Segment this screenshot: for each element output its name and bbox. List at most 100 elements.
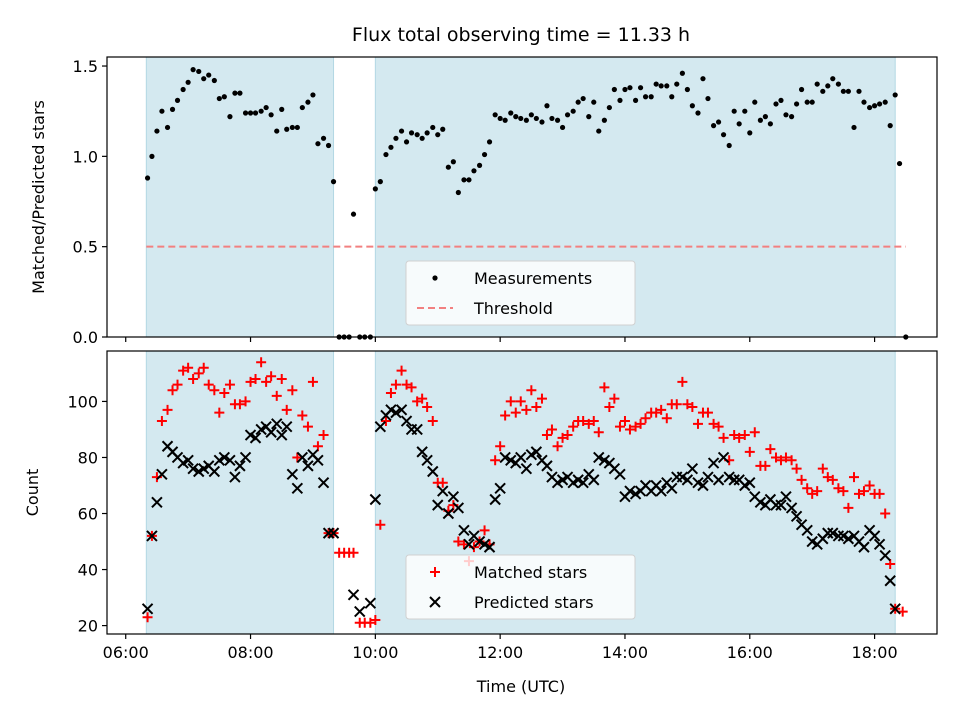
measurement-point xyxy=(206,72,212,78)
matched-point xyxy=(812,486,823,497)
matched-point xyxy=(671,399,682,410)
predicted-point xyxy=(208,465,221,478)
predicted-point xyxy=(317,476,330,489)
matched-point xyxy=(203,379,214,390)
measurement-point xyxy=(544,103,550,109)
matched-point xyxy=(375,519,386,530)
predicted-point xyxy=(780,490,792,503)
measurement-point xyxy=(268,112,274,118)
matched-point xyxy=(791,463,802,474)
measurement-point xyxy=(669,94,675,100)
measurement-point xyxy=(653,81,659,87)
measurement-point xyxy=(174,97,181,103)
matched-point xyxy=(687,402,698,413)
measurement-point xyxy=(773,101,779,107)
predicted-point xyxy=(234,460,246,472)
legend: Measurements Threshold xyxy=(405,260,636,326)
measurement-point xyxy=(149,153,155,159)
predicted-point xyxy=(785,502,798,514)
measurement-point xyxy=(315,141,321,147)
series-predicted-stars xyxy=(141,404,901,618)
matched-point xyxy=(172,379,183,390)
matched-point xyxy=(318,430,329,441)
matched-point xyxy=(396,365,407,376)
predicted-point xyxy=(281,420,293,433)
matched-point xyxy=(193,368,204,379)
matched-point xyxy=(500,410,511,421)
predicted-point xyxy=(489,493,501,506)
matched-point xyxy=(578,416,589,427)
predicted-point xyxy=(364,597,377,609)
measurement-point xyxy=(606,104,612,111)
matched-point xyxy=(385,388,396,399)
measurement-point xyxy=(736,121,742,127)
measurement-point xyxy=(289,124,295,131)
matched-point xyxy=(568,421,579,432)
measurement-point xyxy=(377,179,383,185)
predicted-point xyxy=(593,451,605,464)
measurement-point xyxy=(845,88,851,94)
predicted-point xyxy=(868,530,881,542)
matched-point xyxy=(604,402,615,413)
measurement-point xyxy=(350,211,357,217)
measurement-point xyxy=(882,99,888,105)
measurement-point xyxy=(715,119,722,125)
matched-point xyxy=(614,421,625,432)
predicted-point xyxy=(588,474,600,486)
legend-marker-predicted xyxy=(429,596,441,608)
measurement-point xyxy=(242,110,249,116)
measurement-point xyxy=(180,86,186,93)
matched-point xyxy=(713,421,724,432)
measurement-point xyxy=(586,114,592,120)
measurement-point xyxy=(237,90,243,96)
predicted-point xyxy=(291,482,304,495)
measurement-point xyxy=(154,128,160,134)
matched-point xyxy=(546,424,557,435)
measurement-point xyxy=(461,177,467,183)
y-tick-label: 20 xyxy=(78,617,98,636)
measurement-point xyxy=(679,70,685,76)
predicted-point xyxy=(354,605,366,618)
matched-point xyxy=(219,388,230,399)
measurement-point xyxy=(169,106,176,112)
measurement-point xyxy=(689,103,695,109)
matched-point xyxy=(479,525,490,536)
measurement-point xyxy=(851,124,857,131)
predicted-point xyxy=(483,541,496,553)
measurement-point xyxy=(196,68,202,75)
axes-frame xyxy=(106,350,938,635)
matched-point xyxy=(521,404,532,415)
measurement-point xyxy=(720,132,727,138)
predicted-point xyxy=(458,524,470,537)
matched-point xyxy=(287,385,298,396)
matched-point xyxy=(162,404,173,415)
predicted-point xyxy=(858,541,870,553)
predicted-point xyxy=(822,527,834,539)
measurement-point xyxy=(227,114,233,120)
measurement-point xyxy=(232,90,238,96)
matched-point xyxy=(880,508,891,519)
measurement-point xyxy=(523,117,529,123)
predicted-point xyxy=(494,482,506,495)
matched-point xyxy=(510,407,521,418)
predicted-point xyxy=(187,462,199,475)
measurement-point xyxy=(664,83,670,89)
predicted-point xyxy=(249,432,262,444)
matched-point xyxy=(640,413,651,424)
predicted-point xyxy=(775,499,787,511)
measurement-point xyxy=(247,110,254,116)
matched-point xyxy=(281,404,292,415)
x-axis-label: Time (UTC) xyxy=(476,677,565,696)
matched-point xyxy=(744,446,755,457)
measurement-point xyxy=(486,139,493,145)
measurement-point xyxy=(258,108,264,114)
matched-point xyxy=(796,474,807,485)
predicted-point xyxy=(801,524,813,537)
y-tick-label: 100 xyxy=(67,392,98,411)
measurement-point xyxy=(798,86,805,93)
measurement-point xyxy=(372,186,378,192)
measurement-point xyxy=(549,115,555,122)
predicted-point xyxy=(499,451,511,464)
matched-point xyxy=(348,547,359,558)
